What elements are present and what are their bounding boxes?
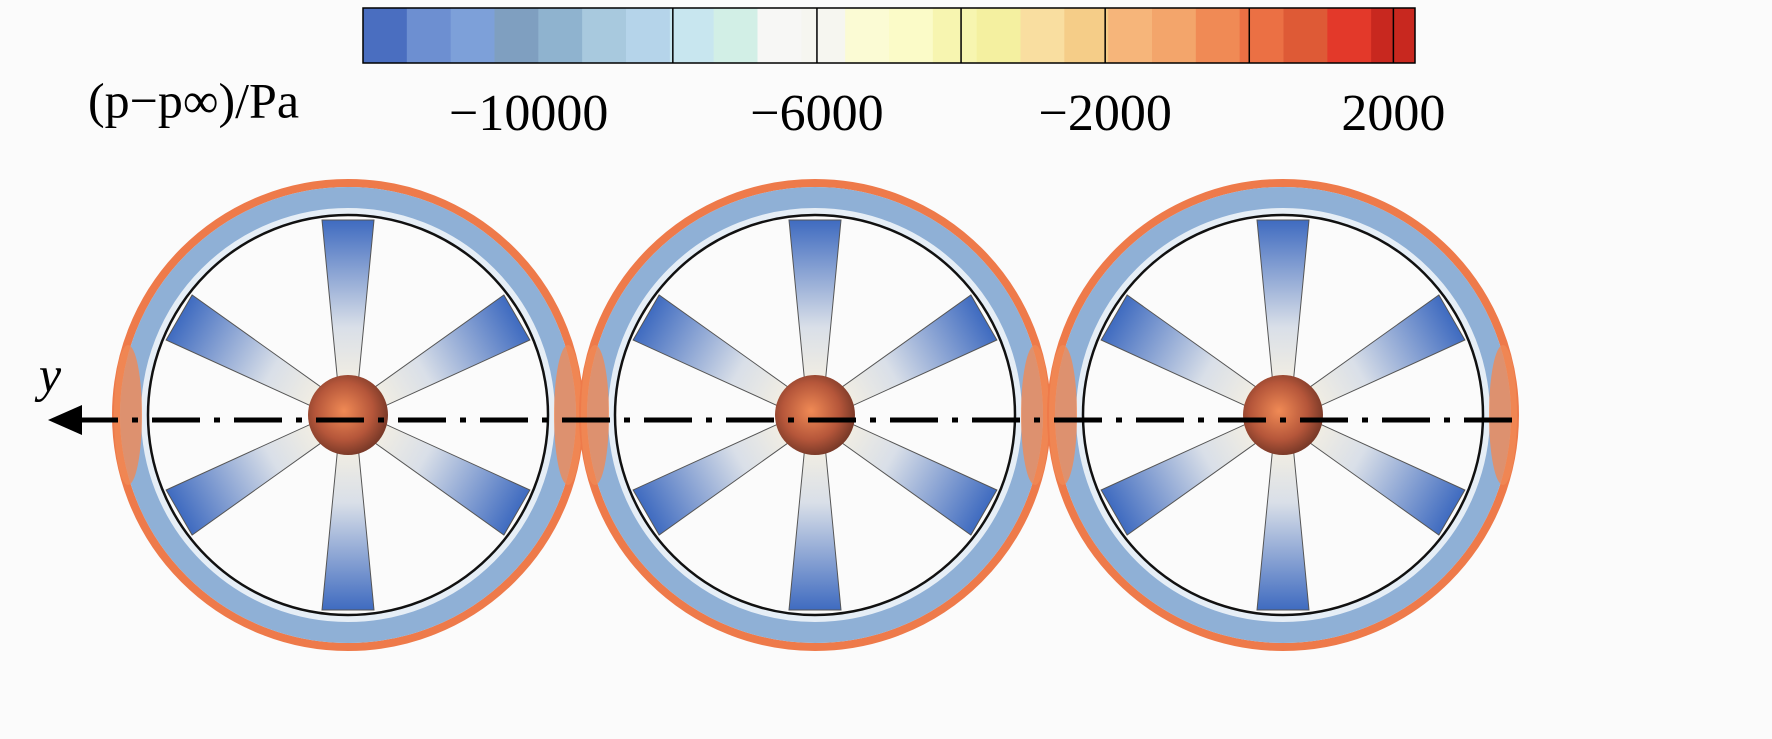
colorbar-band — [713, 8, 758, 63]
colorbar-label: (p−p∞)/Pa — [88, 72, 299, 128]
duct-inner-band — [141, 208, 555, 622]
duct-pressure — [1021, 345, 1049, 485]
colorbar: −10000 −6000 −2000 2000 — [362, 7, 1445, 142]
duct-pressure — [581, 345, 609, 485]
colorbar-band — [976, 8, 1021, 63]
colorbar-band — [406, 8, 452, 63]
colorbar-band — [1020, 8, 1065, 63]
rotors — [112, 179, 1519, 651]
colorbar-band — [494, 8, 539, 63]
duct-pressure — [1489, 345, 1517, 485]
colorbar-band — [582, 8, 627, 63]
colorbar-band — [1064, 8, 1109, 63]
colorbar-band — [538, 8, 583, 63]
colorbar-tick-label: −6000 — [750, 85, 883, 142]
colorbar-band — [932, 8, 978, 63]
duct-inner-band — [1076, 208, 1490, 622]
hub — [775, 375, 855, 455]
colorbar-band — [889, 8, 934, 63]
hub — [1243, 375, 1323, 455]
colorbar-band — [363, 8, 408, 63]
colorbar-band — [626, 8, 671, 63]
duct-pressure — [114, 345, 142, 485]
colorbar-band — [450, 8, 495, 63]
colorbar-band — [757, 8, 802, 63]
colorbar-tick-label: −2000 — [1039, 85, 1172, 142]
duct-pressure — [554, 345, 582, 485]
colorbar-band — [1152, 8, 1197, 63]
colorbar-band — [1108, 8, 1153, 63]
colorbar-band — [1195, 8, 1241, 63]
colorbar-tick-label: 2000 — [1341, 85, 1445, 142]
duct-inner-band — [608, 208, 1022, 622]
colorbar-band — [669, 8, 715, 63]
axis-arrow — [48, 405, 82, 435]
colorbar-band — [845, 8, 890, 63]
colorbar-band — [1283, 8, 1328, 63]
colorbar-tick-label: −10000 — [449, 85, 608, 142]
hub — [308, 375, 388, 455]
duct-pressure — [1049, 345, 1077, 485]
colorbar-band — [1239, 8, 1284, 63]
colorbar-frame — [362, 7, 1416, 64]
y-axis: y — [34, 346, 1522, 435]
colorbar-band — [1327, 8, 1372, 63]
colorbar-band — [801, 8, 846, 63]
axis-label: y — [34, 346, 62, 402]
